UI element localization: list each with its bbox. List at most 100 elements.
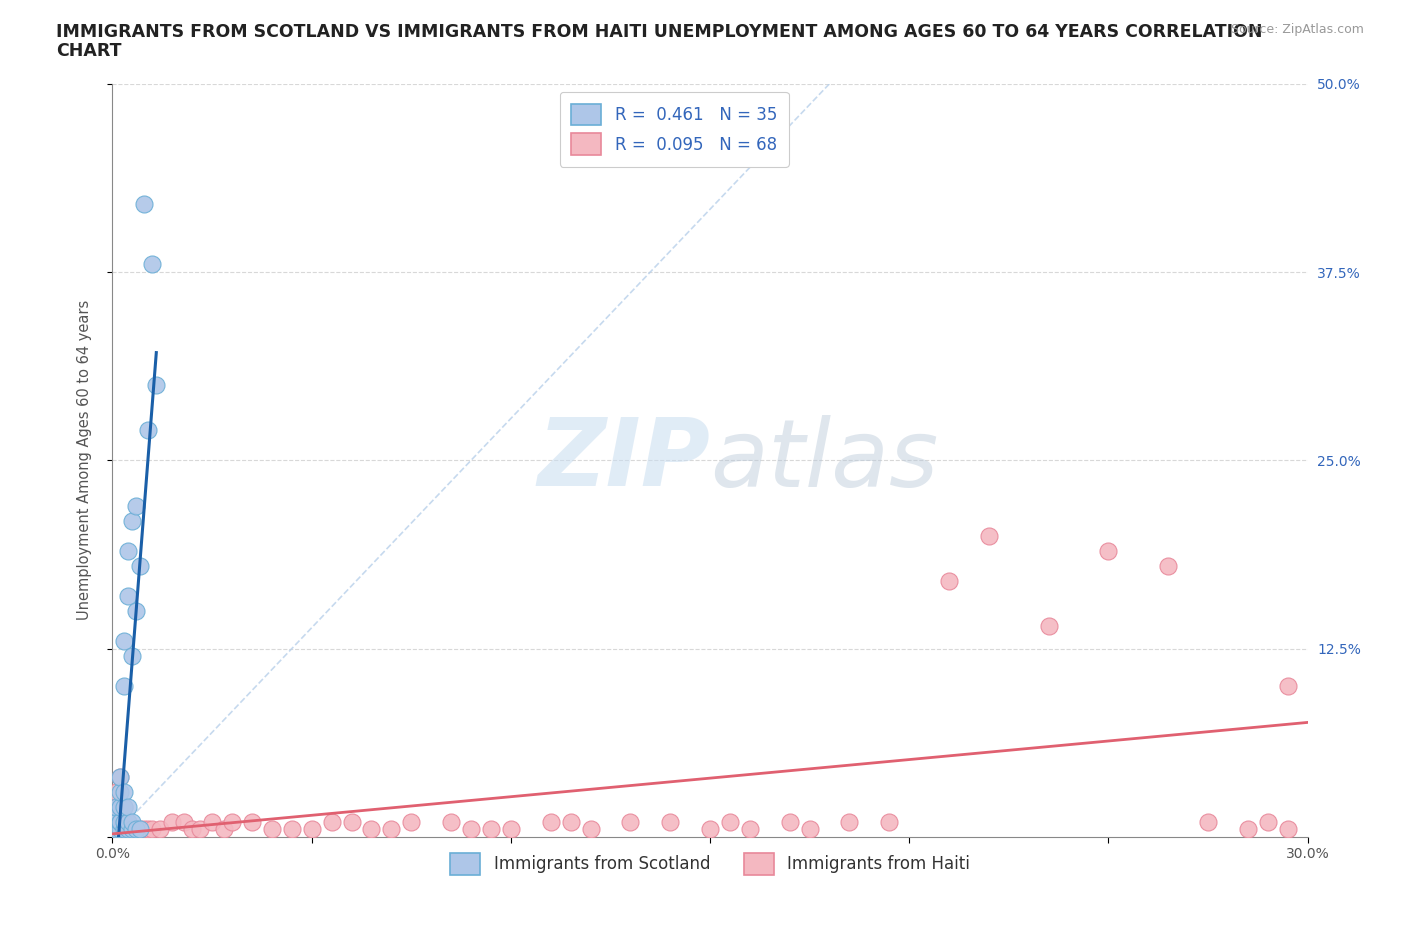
Point bbox=[699, 822, 721, 837]
Y-axis label: Unemployment Among Ages 60 to 64 years: Unemployment Among Ages 60 to 64 years bbox=[77, 300, 91, 620]
Point bbox=[129, 558, 152, 573]
Point bbox=[188, 822, 211, 837]
Point bbox=[560, 815, 582, 830]
Point bbox=[110, 822, 132, 837]
Point bbox=[105, 815, 128, 830]
Point bbox=[121, 822, 143, 837]
Point bbox=[114, 800, 135, 815]
Point bbox=[838, 815, 860, 830]
Point bbox=[117, 589, 139, 604]
Point bbox=[110, 815, 132, 830]
Point bbox=[134, 197, 156, 212]
Point bbox=[779, 815, 801, 830]
Point bbox=[129, 822, 152, 837]
Point bbox=[110, 800, 132, 815]
Point bbox=[117, 815, 139, 830]
Point bbox=[460, 822, 482, 837]
Point bbox=[738, 822, 761, 837]
Point bbox=[1257, 815, 1279, 830]
Point bbox=[1237, 822, 1260, 837]
Point bbox=[121, 513, 143, 528]
Point bbox=[117, 822, 139, 837]
Point bbox=[110, 800, 132, 815]
Point bbox=[201, 815, 224, 830]
Point bbox=[121, 815, 143, 830]
Point bbox=[340, 815, 363, 830]
Point bbox=[240, 815, 263, 830]
Point bbox=[281, 822, 304, 837]
Point bbox=[114, 822, 135, 837]
Point bbox=[121, 822, 143, 837]
Point bbox=[110, 784, 132, 799]
Text: ZIP: ZIP bbox=[537, 415, 710, 506]
Text: atlas: atlas bbox=[710, 415, 938, 506]
Point bbox=[114, 800, 135, 815]
Point bbox=[141, 822, 163, 837]
Point bbox=[619, 815, 641, 830]
Point bbox=[114, 679, 135, 694]
Text: Source: ZipAtlas.com: Source: ZipAtlas.com bbox=[1230, 23, 1364, 36]
Point bbox=[149, 822, 172, 837]
Point bbox=[117, 800, 139, 815]
Legend: Immigrants from Scotland, Immigrants from Haiti: Immigrants from Scotland, Immigrants fro… bbox=[444, 846, 976, 882]
Point bbox=[114, 822, 135, 837]
Point bbox=[1277, 679, 1299, 694]
Point bbox=[117, 815, 139, 830]
Point bbox=[212, 822, 235, 837]
Point bbox=[1197, 815, 1219, 830]
Point bbox=[117, 543, 139, 558]
Point bbox=[138, 822, 160, 837]
Point bbox=[138, 423, 160, 438]
Point bbox=[114, 815, 135, 830]
Point bbox=[181, 822, 204, 837]
Text: IMMIGRANTS FROM SCOTLAND VS IMMIGRANTS FROM HAITI UNEMPLOYMENT AMONG AGES 60 TO : IMMIGRANTS FROM SCOTLAND VS IMMIGRANTS F… bbox=[56, 23, 1263, 41]
Point bbox=[129, 822, 152, 837]
Point bbox=[105, 800, 128, 815]
Point bbox=[110, 815, 132, 830]
Point bbox=[1277, 822, 1299, 837]
Point bbox=[114, 822, 135, 837]
Point bbox=[977, 528, 1000, 543]
Point bbox=[121, 822, 143, 837]
Point bbox=[938, 574, 960, 589]
Point bbox=[125, 498, 148, 513]
Point bbox=[260, 822, 283, 837]
Point bbox=[121, 649, 143, 664]
Point bbox=[879, 815, 901, 830]
Point bbox=[105, 822, 128, 837]
Point bbox=[173, 815, 195, 830]
Point bbox=[105, 815, 128, 830]
Point bbox=[110, 769, 132, 784]
Point bbox=[110, 822, 132, 837]
Point bbox=[105, 822, 128, 837]
Point bbox=[114, 633, 135, 648]
Point bbox=[799, 822, 821, 837]
Point bbox=[114, 784, 135, 799]
Point bbox=[1097, 543, 1119, 558]
Point bbox=[110, 769, 132, 784]
Point bbox=[321, 815, 343, 830]
Point bbox=[221, 815, 243, 830]
Point bbox=[105, 800, 128, 815]
Point bbox=[134, 822, 156, 837]
Point bbox=[1157, 558, 1180, 573]
Point bbox=[110, 822, 132, 837]
Point bbox=[141, 257, 163, 272]
Point bbox=[401, 815, 423, 830]
Text: CHART: CHART bbox=[56, 42, 122, 60]
Point bbox=[105, 822, 128, 837]
Point bbox=[114, 815, 135, 830]
Point bbox=[380, 822, 402, 837]
Point bbox=[440, 815, 463, 830]
Point bbox=[105, 822, 128, 837]
Point bbox=[1038, 618, 1060, 633]
Point bbox=[301, 822, 323, 837]
Point bbox=[105, 815, 128, 830]
Point bbox=[105, 784, 128, 799]
Point bbox=[125, 822, 148, 837]
Point bbox=[162, 815, 183, 830]
Point bbox=[117, 822, 139, 837]
Point bbox=[117, 822, 139, 837]
Point bbox=[125, 604, 148, 618]
Point bbox=[105, 822, 128, 837]
